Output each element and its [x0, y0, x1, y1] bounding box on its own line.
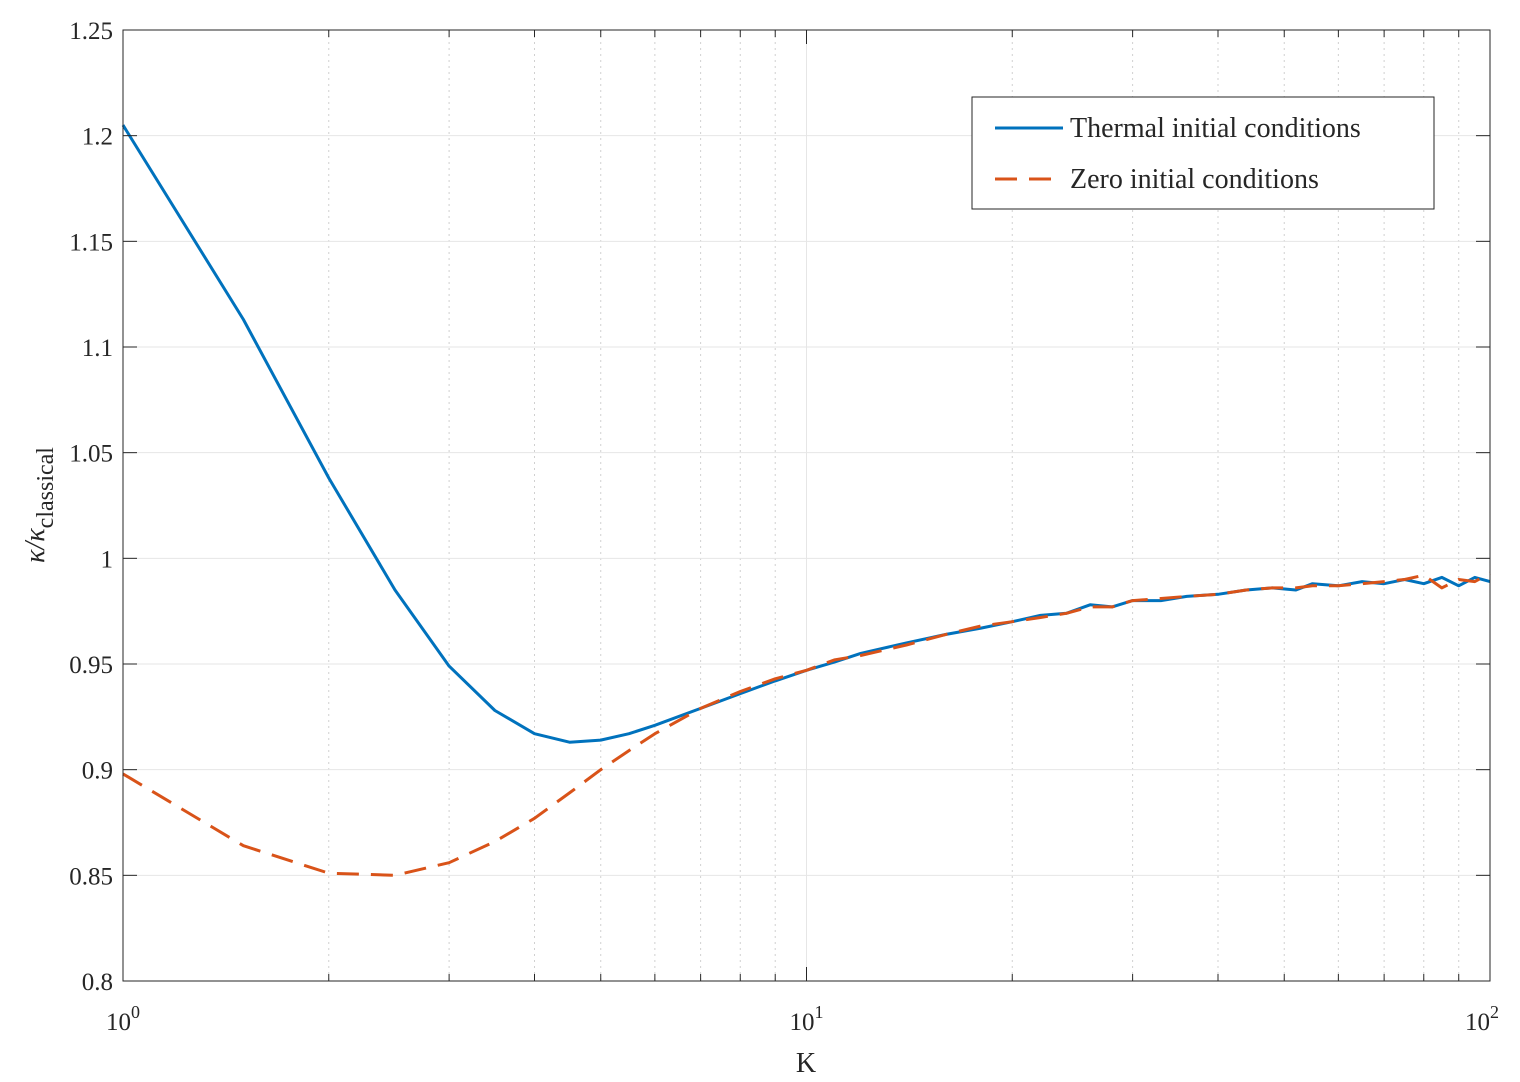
x-tick-label: 101 [790, 1002, 824, 1036]
y-axis-title-base: κ/κ [20, 528, 51, 563]
y-tick-label: 1.15 [69, 229, 113, 256]
x-axis-title: K [796, 1048, 816, 1077]
x-tick-label: 102 [1465, 1002, 1499, 1036]
legend-box [971, 96, 1435, 210]
y-tick-labels: 0.8 0.85 0.9 0.95 1 1.05 1.1 1.15 1.2 1.25 [69, 18, 113, 996]
y-tick-label: 0.85 [69, 863, 113, 890]
x-tick-label-exponent: 0 [131, 1002, 140, 1022]
y-axis-title-subscript: classical [33, 447, 59, 529]
y-tick-label: 1.05 [69, 441, 113, 468]
x-tick-label-base: 10 [106, 1009, 131, 1036]
x-tick-label-exponent: 1 [815, 1002, 824, 1022]
y-tick-label: 0.9 [82, 758, 113, 785]
y-axis-title: κ/κclassical [20, 447, 59, 563]
x-tick-label-base: 10 [1465, 1009, 1490, 1036]
x-tick-labels: 100 101 102 [106, 1002, 1499, 1036]
y-tick-label: 0.95 [69, 652, 113, 679]
legend-label-zero: Zero initial conditions [1070, 164, 1319, 195]
x-tick-label-exponent: 2 [1490, 1002, 1499, 1022]
x-tick-label-base: 10 [790, 1009, 815, 1036]
series-group [121, 124, 1491, 877]
y-tick-label: 1.2 [82, 124, 113, 151]
series-line-zero [122, 571, 1491, 877]
y-tick-label: 1.25 [69, 18, 113, 45]
x-tick-label: 100 [106, 1002, 140, 1036]
y-tick-label: 1.1 [82, 335, 113, 362]
legend: Thermal initial conditions Zero initial … [971, 96, 1435, 210]
legend-label-thermal: Thermal initial conditions [1070, 113, 1361, 144]
tick-marks [122, 29, 1491, 982]
y-tick-label: 0.8 [82, 969, 113, 996]
y-tick-label: 1 [101, 546, 114, 573]
